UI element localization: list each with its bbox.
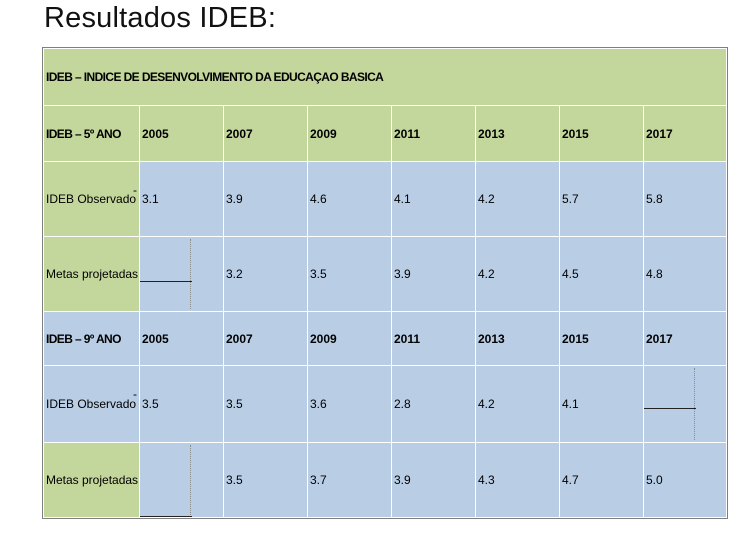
dotted-divider — [190, 445, 191, 515]
year-cell: 2015 — [559, 105, 644, 162]
year-cell: 2015 — [559, 311, 644, 366]
value-cell: 3.6 — [307, 365, 392, 443]
ideb-table: IDEB – INDICE DE DESENVOLVIMENTO DA EDUC… — [41, 47, 729, 519]
value-cell: 3.9 — [223, 161, 308, 237]
metas-row-5ano: Metas projetadas 3.2 3.5 3.9 4.2 4.5 4.8 — [43, 236, 728, 312]
value-cell: 4.8 — [642, 236, 728, 312]
value-cell: 4.7 — [559, 442, 644, 518]
row-label-metas: Metas projetadas — [43, 236, 140, 312]
year-cell: 2017 — [642, 311, 728, 366]
underline-mark — [644, 408, 696, 409]
year-cell: 2013 — [475, 311, 560, 366]
value-cell: 4.2 — [475, 365, 560, 443]
row-label-metas: Metas projetadas — [43, 442, 140, 518]
value-cell: 4.2 — [475, 236, 560, 312]
empty-value-cell — [139, 442, 224, 518]
value-cell: 4.6 — [307, 161, 392, 237]
value-cell: 4.5 — [559, 236, 644, 312]
value-cell: 3.5 — [223, 365, 308, 443]
empty-value-cell — [139, 236, 224, 312]
row-label-text: IDEB Observado — [46, 192, 137, 206]
value-cell: 3.2 — [223, 236, 308, 312]
row-label-observado: IDEB Observado - — [43, 161, 140, 237]
value-cell: 5.0 — [642, 442, 728, 518]
year-cell: 2009 — [307, 105, 392, 162]
year-cell: 2017 — [642, 105, 728, 162]
year-header-row-9ano: IDEB – 9º ANO 2005 2007 2009 2011 2013 2… — [43, 311, 728, 366]
value-cell: 4.3 — [475, 442, 560, 518]
year-cell: 2005 — [139, 105, 224, 162]
year-cell: 2005 — [139, 311, 224, 366]
metas-row-9ano: Metas projetadas 3.5 3.7 3.9 4.3 4.7 5.0 — [43, 442, 728, 518]
value-cell: 3.5 — [223, 442, 308, 518]
year-cell: 2007 — [223, 105, 308, 162]
year-cell: 2011 — [391, 311, 476, 366]
year-cell: 2009 — [307, 311, 392, 366]
year-cell: 2007 — [223, 311, 308, 366]
value-cell: 4.1 — [559, 365, 644, 443]
dotted-divider — [190, 239, 191, 309]
row-label-observado: IDEB Observado - — [43, 365, 140, 443]
value-cell: 3.9 — [391, 236, 476, 312]
value-cell: 3.5 — [307, 236, 392, 312]
value-cell: 5.7 — [559, 161, 644, 237]
value-cell: 2.8 — [391, 365, 476, 443]
year-cell: 2011 — [391, 105, 476, 162]
section-label-9ano: IDEB – 9º ANO — [43, 311, 140, 366]
underline-mark — [140, 516, 192, 517]
dash-mark: - — [133, 183, 137, 197]
empty-value-cell — [642, 365, 728, 443]
value-cell: 3.1 — [139, 161, 224, 237]
page-title: Resultados IDEB: — [44, 2, 277, 34]
value-cell: 5.8 — [642, 161, 728, 237]
dotted-divider — [694, 368, 695, 440]
year-header-row-5ano: IDEB – 5º ANO 2005 2007 2009 2011 2013 2… — [43, 105, 728, 162]
underline-mark — [140, 281, 192, 282]
observado-row-5ano: IDEB Observado - 3.1 3.9 4.6 4.1 4.2 5.7… — [43, 161, 728, 237]
value-cell: 3.7 — [307, 442, 392, 518]
year-cell: 2013 — [475, 105, 560, 162]
value-cell: 3.5 — [139, 365, 224, 443]
value-cell: 4.1 — [391, 161, 476, 237]
observado-row-9ano: IDEB Observado - 3.5 3.5 3.6 2.8 4.2 4.1 — [43, 365, 728, 443]
value-cell: 4.2 — [475, 161, 560, 237]
value-cell: 3.9 — [391, 442, 476, 518]
dash-mark: - — [133, 387, 137, 401]
row-label-text: IDEB Observado — [46, 397, 137, 411]
table-header: IDEB – INDICE DE DESENVOLVIMENTO DA EDUC… — [42, 48, 728, 106]
section-label-5ano: IDEB – 5º ANO — [43, 105, 140, 162]
